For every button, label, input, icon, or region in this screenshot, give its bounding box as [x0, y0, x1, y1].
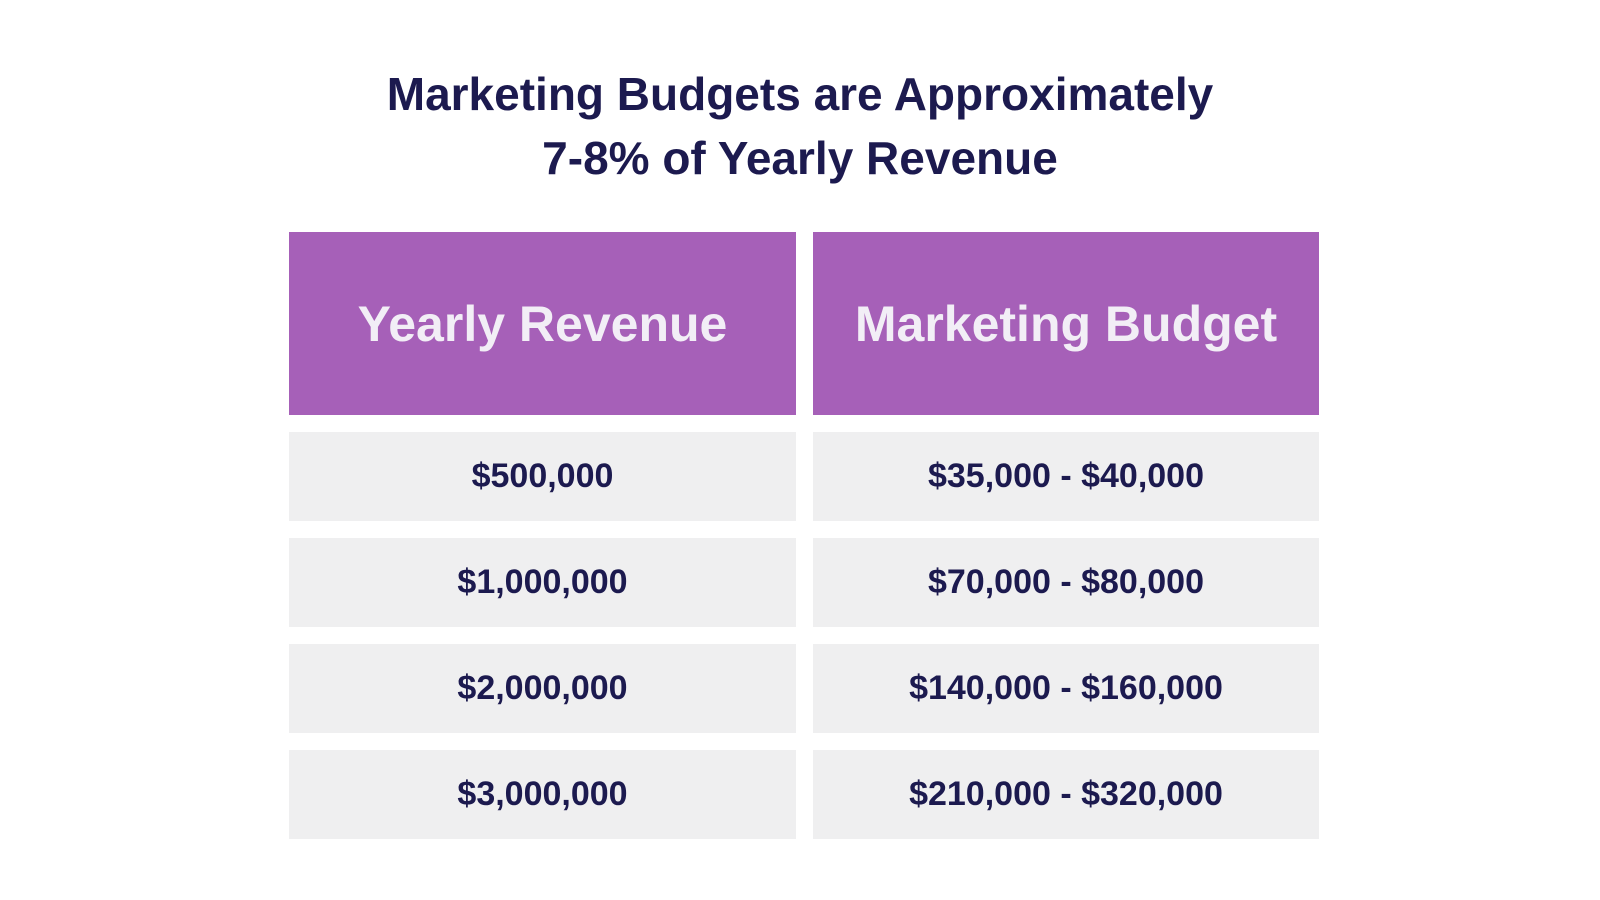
chart-title-line-1: Marketing Budgets are Approximately [386, 68, 1214, 120]
table-row: $2,000,000 $140,000 - $160,000 [289, 644, 1319, 733]
revenue-cell: $500,000 [289, 432, 796, 521]
budget-cell: $70,000 - $80,000 [813, 538, 1319, 627]
revenue-cell: $2,000,000 [289, 644, 796, 733]
table-row: $500,000 $35,000 - $40,000 [289, 432, 1319, 521]
revenue-cell: $1,000,000 [289, 538, 796, 627]
header-yearly-revenue: Yearly Revenue [289, 232, 796, 415]
revenue-cell: $3,000,000 [289, 750, 796, 839]
header-marketing-budget: Marketing Budget [813, 232, 1319, 415]
table-header-row: Yearly Revenue Marketing Budget [289, 232, 1319, 415]
budget-cell: $140,000 - $160,000 [813, 644, 1319, 733]
budget-cell: $35,000 - $40,000 [813, 432, 1319, 521]
table-row: $3,000,000 $210,000 - $320,000 [289, 750, 1319, 839]
budget-cell: $210,000 - $320,000 [813, 750, 1319, 839]
table-row: $1,000,000 $70,000 - $80,000 [289, 538, 1319, 627]
chart-title-line-2: 7-8% of Yearly Revenue [542, 132, 1058, 184]
budget-table: Yearly Revenue Marketing Budget $500,000… [289, 232, 1319, 856]
chart-title: Marketing Budgets are Approximately 7-8%… [0, 62, 1600, 190]
